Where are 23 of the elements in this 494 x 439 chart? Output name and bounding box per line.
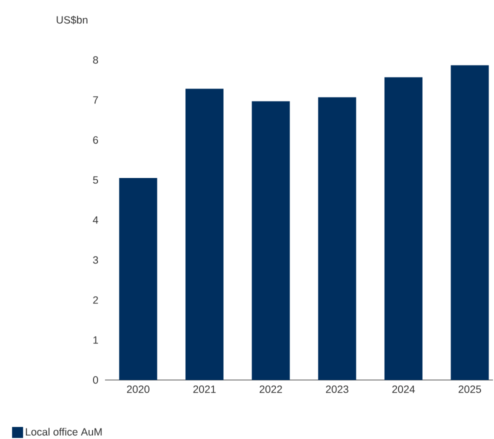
x-tick-label: 2025 (458, 386, 482, 393)
bar (252, 101, 290, 380)
bar (119, 178, 158, 380)
x-tick-label: 2021 (193, 386, 216, 393)
bar (318, 97, 356, 380)
bar (450, 65, 489, 380)
y-tick-label: 1 (93, 336, 98, 344)
x-tick-label: 2022 (260, 386, 282, 393)
y-tick-label: 7 (93, 96, 98, 104)
y-tick-label: 5 (93, 176, 98, 184)
y-axis-title: US$bn (56, 16, 88, 24)
x-tick-label: 2020 (127, 386, 150, 393)
y-tick-label: 8 (93, 56, 98, 64)
bar (185, 88, 224, 380)
y-tick-label: 0 (93, 376, 98, 384)
y-tick-label: 6 (93, 136, 98, 144)
legend-label: Local office AuM (26, 428, 102, 436)
y-tick-label: 3 (93, 256, 98, 264)
y-tick-label: 2 (93, 296, 98, 304)
y-tick-label: 4 (92, 216, 98, 224)
bar (384, 77, 422, 380)
x-tick-label: 2023 (326, 386, 348, 393)
x-tick-label: 2024 (392, 386, 415, 393)
